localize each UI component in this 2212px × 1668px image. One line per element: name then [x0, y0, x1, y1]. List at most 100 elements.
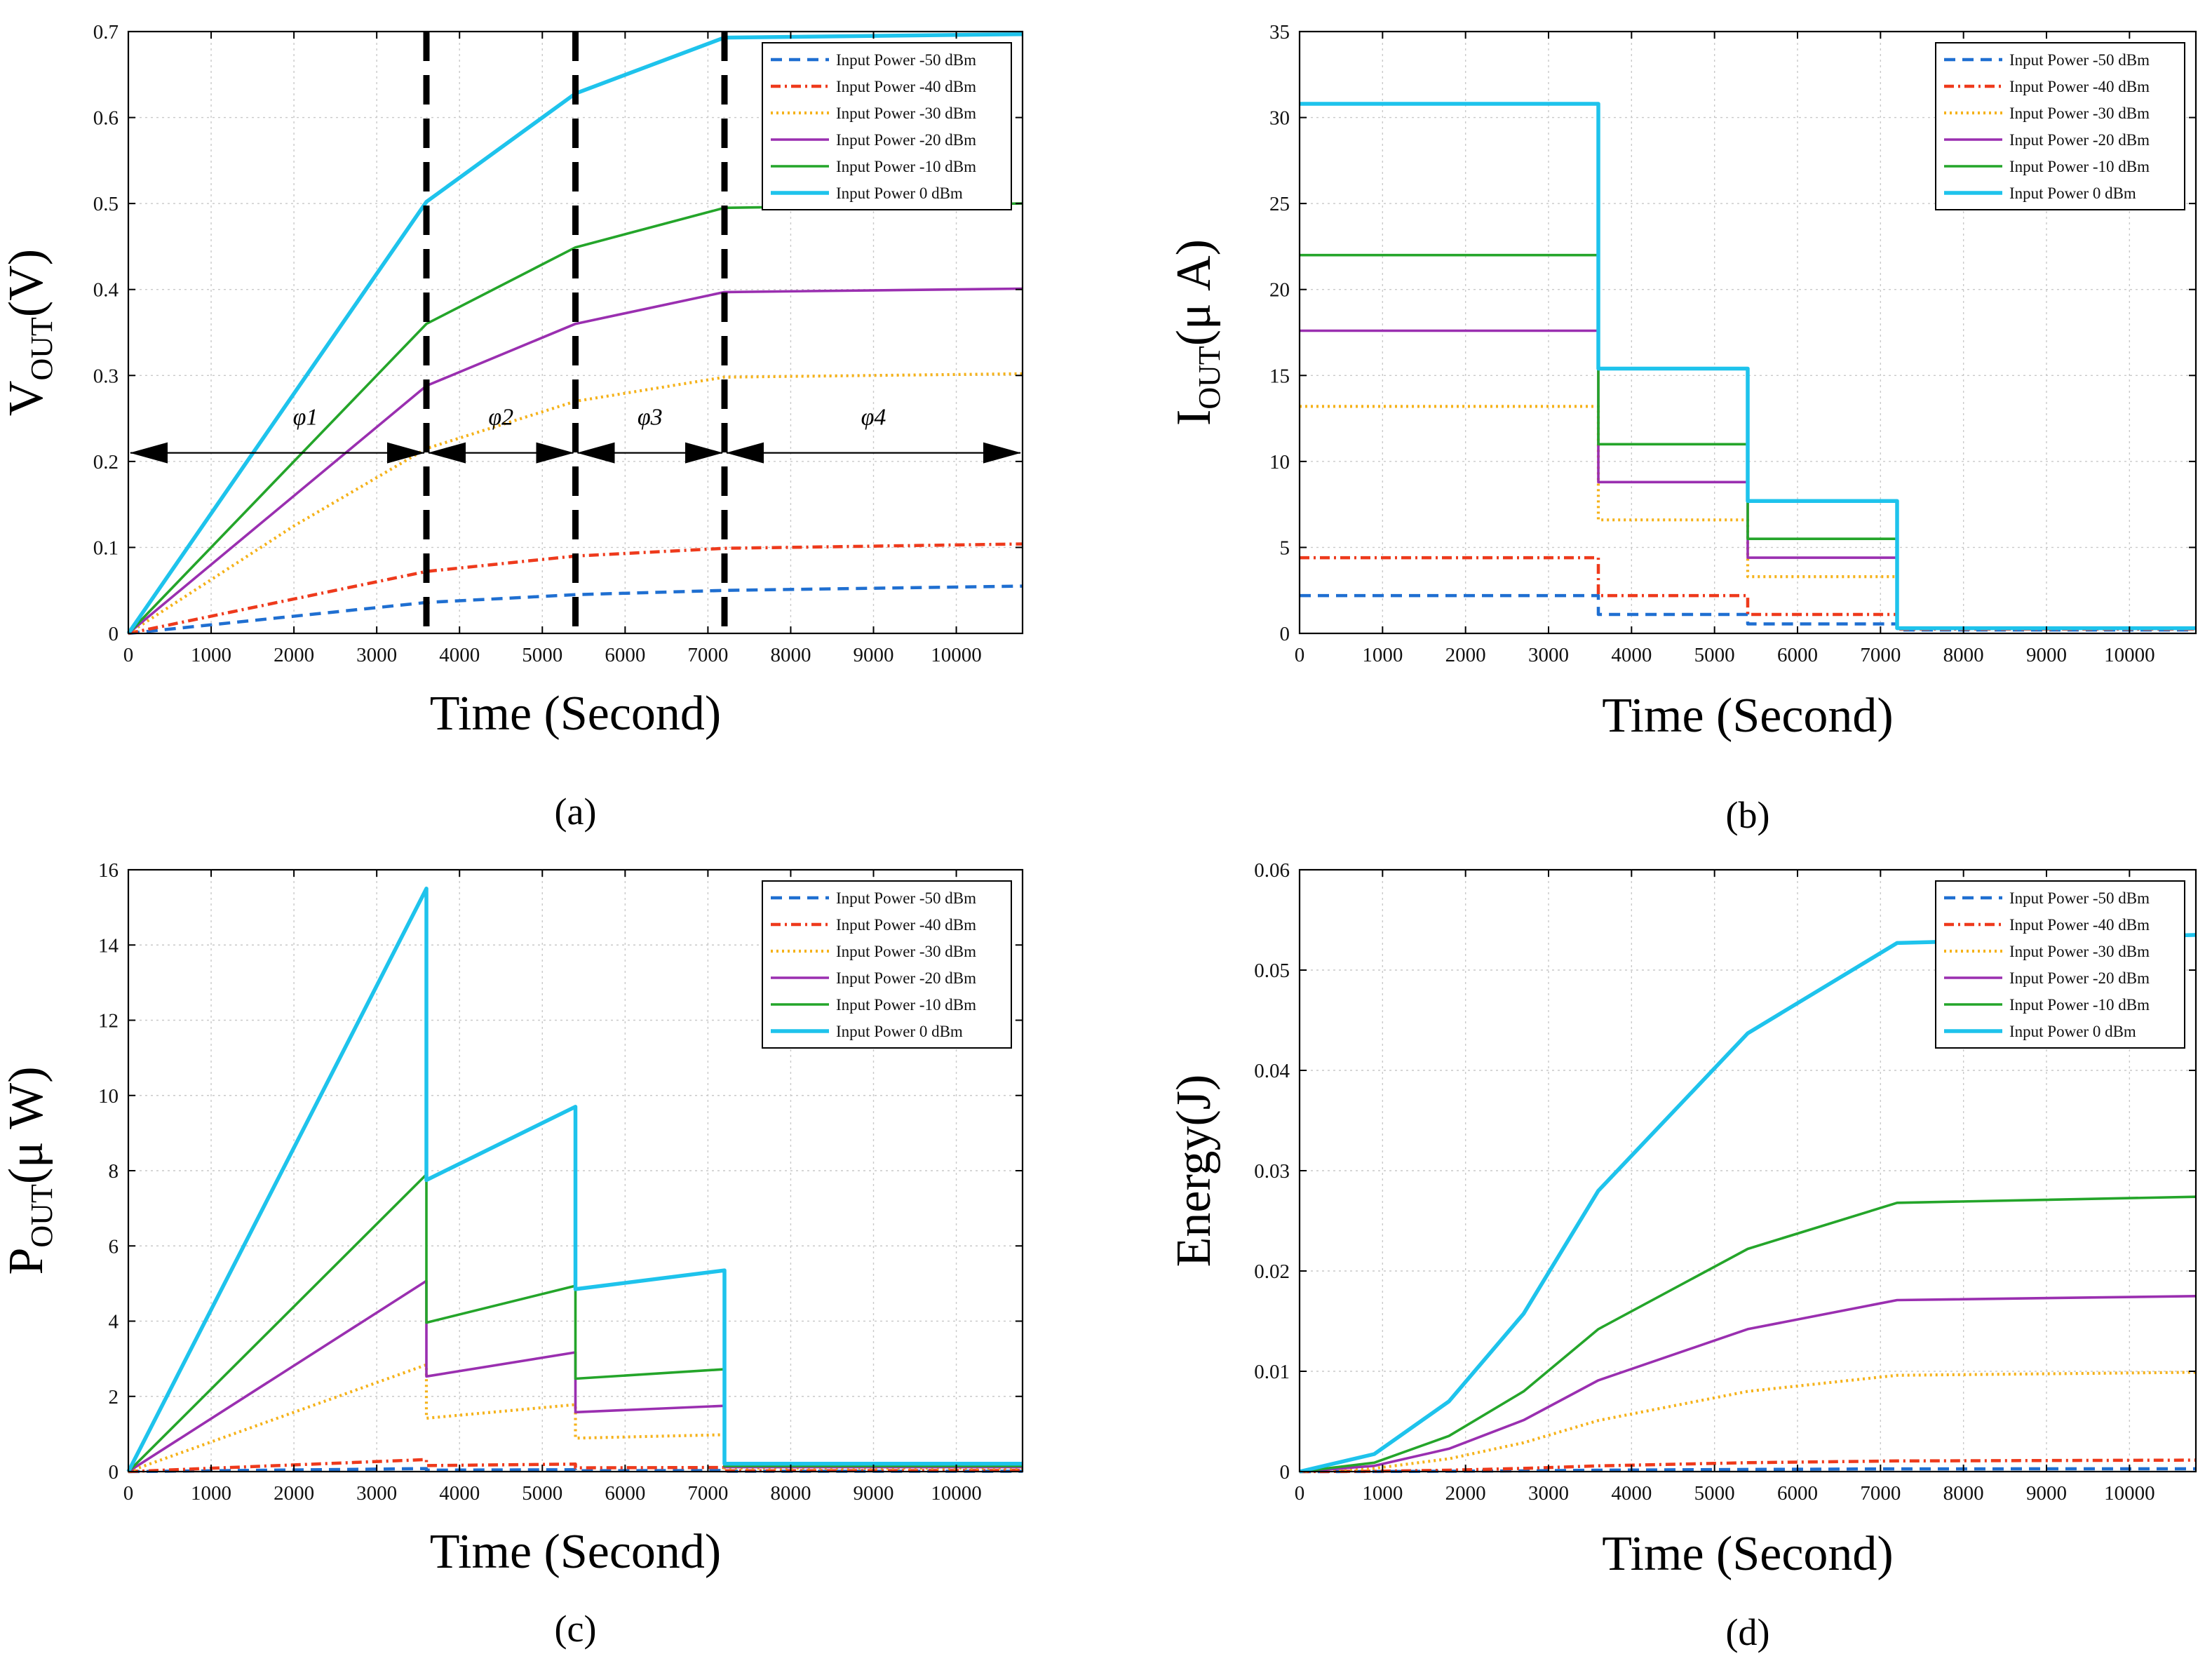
x-tick-label: 9000 — [854, 644, 894, 666]
series-line-4 — [127, 287, 1023, 635]
legend-label-5: Input Power -10 dBm — [2009, 996, 2150, 1014]
x-tick-label: 10000 — [931, 644, 982, 666]
x-axis: 0 1000 2000 3000 4000 5000 6000 7000 8000 9000 100… — [123, 870, 982, 1505]
legend-label-1: Input Power -50 dBm — [2009, 889, 2150, 907]
legend-label-6: Input Power 0 dBm — [836, 1023, 963, 1040]
x-tick-label: 8000 — [1943, 1482, 1984, 1505]
legend-label-5: Input Power -10 dBm — [836, 996, 976, 1014]
series-group — [126, 887, 1023, 1474]
x-tick-label: 1000 — [1362, 1482, 1403, 1505]
x-tick-label: 2000 — [274, 644, 314, 666]
y-tick-label: 20 — [1269, 279, 1290, 302]
plot-frame — [1298, 30, 2197, 635]
legend-label-3: Input Power -30 dBm — [836, 943, 976, 960]
legend-label-4: Input Power -20 dBm — [836, 131, 976, 149]
x-tick-label: 0 — [123, 644, 134, 666]
y-axis-title-rest: (V) — [0, 249, 53, 317]
legend-label-3: Input Power -30 dBm — [2009, 943, 2150, 960]
legend-label-5: Input Power -10 dBm — [2009, 158, 2150, 175]
y-tick-label: 10 — [1269, 451, 1290, 473]
y-tick-label: 12 — [98, 1010, 119, 1033]
y-tick-label: 5 — [1280, 537, 1290, 559]
legend-box — [1935, 880, 2185, 1049]
y-axis: 0 5 10 15 20 25 30 35 — [1269, 21, 2196, 645]
phase-arrowhead-left — [130, 442, 168, 464]
legend-box — [762, 42, 1012, 210]
y-axis-title: VOUT(V) — [0, 249, 59, 416]
legend-label-6: Input Power 0 dBm — [2009, 184, 2136, 202]
y-axis-title-main: I — [1167, 410, 1221, 426]
y-tick-label: 0.04 — [1254, 1060, 1290, 1082]
x-tick-label: 3000 — [1528, 644, 1569, 666]
grid — [128, 32, 1023, 633]
legend-label-4: Input Power -20 dBm — [2009, 969, 2150, 987]
y-tick-label: 25 — [1269, 193, 1290, 215]
x-axis-title: Time (Second) — [430, 1525, 721, 1579]
legend-label-1: Input Power -50 dBm — [836, 51, 976, 69]
legend-label-6: Input Power 0 dBm — [2009, 1023, 2136, 1040]
x-tick-label: 5000 — [1694, 644, 1735, 666]
chart-d: 0 1000 2000 3000 4000 5000 6000 7000 8000 9000 100… — [1167, 859, 2197, 1653]
series-group — [1300, 102, 2196, 632]
y-axis-title-rest: (μ W) — [0, 1066, 53, 1184]
y-axis-title-sub: OUT — [25, 1184, 59, 1248]
x-tick-label: 4000 — [439, 644, 480, 666]
x-tick-label: 3000 — [356, 1482, 397, 1505]
legend-label-4: Input Power -20 dBm — [2009, 131, 2150, 149]
y-tick-label: 0.02 — [1254, 1260, 1290, 1283]
x-axis: 0 1000 2000 3000 4000 5000 6000 7000 8000 9000 100… — [1295, 870, 2155, 1505]
y-axis-title-sub: OUT — [1192, 346, 1227, 410]
legend-label-6: Input Power 0 dBm — [836, 184, 963, 202]
x-tick-label: 10000 — [2104, 644, 2155, 666]
x-tick-label: 6000 — [1777, 644, 1818, 666]
legend: Input Power -50 dBm Input Power -40 dBm In… — [1935, 880, 2185, 1049]
legend-label-1: Input Power -50 dBm — [836, 889, 976, 907]
legend-label-5: Input Power -10 dBm — [836, 158, 976, 175]
series-line-3 — [1299, 1371, 2197, 1474]
y-axis: 0 0.1 0.2 0.3 0.4 0.5 0.6 0.7 — [93, 21, 1023, 645]
phase-arrowhead-left — [428, 442, 466, 464]
x-axis-title: Time (Second) — [1602, 1527, 1893, 1581]
y-tick-label: 0.05 — [1254, 960, 1290, 982]
x-tick-label: 3000 — [356, 644, 397, 666]
y-tick-label: 0.4 — [93, 279, 119, 302]
x-tick-label: 2000 — [274, 1482, 314, 1505]
y-tick-label: 0.6 — [93, 107, 119, 130]
panel-caption: (b) — [1726, 794, 1770, 836]
phase-label-3: φ3 — [638, 405, 663, 431]
y-tick-label: 2 — [109, 1386, 119, 1408]
x-tick-label: 9000 — [2026, 644, 2067, 666]
y-axis-title-main: Energy(J) — [1167, 1075, 1221, 1267]
legend: Input Power -50 dBm Input Power -40 dBm In… — [762, 880, 1012, 1049]
legend-label-2: Input Power -40 dBm — [836, 78, 976, 95]
y-axis-title: IOUT(μ A) — [1167, 239, 1227, 426]
y-tick-label: 15 — [1269, 365, 1290, 387]
y-tick-label: 0 — [109, 1461, 119, 1484]
x-axis-title: Time (Second) — [430, 687, 721, 741]
y-tick-label: 35 — [1269, 21, 1290, 43]
phase-arrowhead-left — [576, 442, 615, 464]
phase-label-1: φ1 — [293, 405, 318, 431]
x-tick-label: 7000 — [687, 1482, 728, 1505]
y-tick-label: 10 — [98, 1085, 119, 1108]
x-axis: 0 1000 2000 3000 4000 5000 6000 7000 8000 9000 100… — [1295, 32, 2155, 666]
x-tick-label: 1000 — [191, 644, 231, 666]
x-tick-label: 9000 — [2026, 1482, 2067, 1505]
x-tick-label: 1000 — [1362, 644, 1403, 666]
series-line-1 — [128, 584, 1023, 635]
x-tick-label: 7000 — [687, 644, 728, 666]
y-axis-title: Energy(J) — [1167, 1075, 1221, 1267]
legend-label-3: Input Power -30 dBm — [836, 105, 976, 122]
y-tick-label: 0.06 — [1254, 859, 1290, 882]
series-line-1 — [1299, 1467, 2197, 1474]
y-axis-title-main: V — [0, 381, 53, 417]
series-line-6 — [1299, 933, 2197, 1474]
phase-arrowhead-left — [726, 442, 764, 464]
x-tick-label: 0 — [123, 1482, 134, 1505]
series-line-5 — [1299, 1195, 2197, 1473]
y-axis-title-main: P — [0, 1248, 53, 1275]
legend-label-2: Input Power -40 dBm — [2009, 916, 2150, 934]
phase-arrowhead-right — [387, 442, 425, 464]
y-axis-title-rest: (μ A) — [1167, 239, 1221, 346]
